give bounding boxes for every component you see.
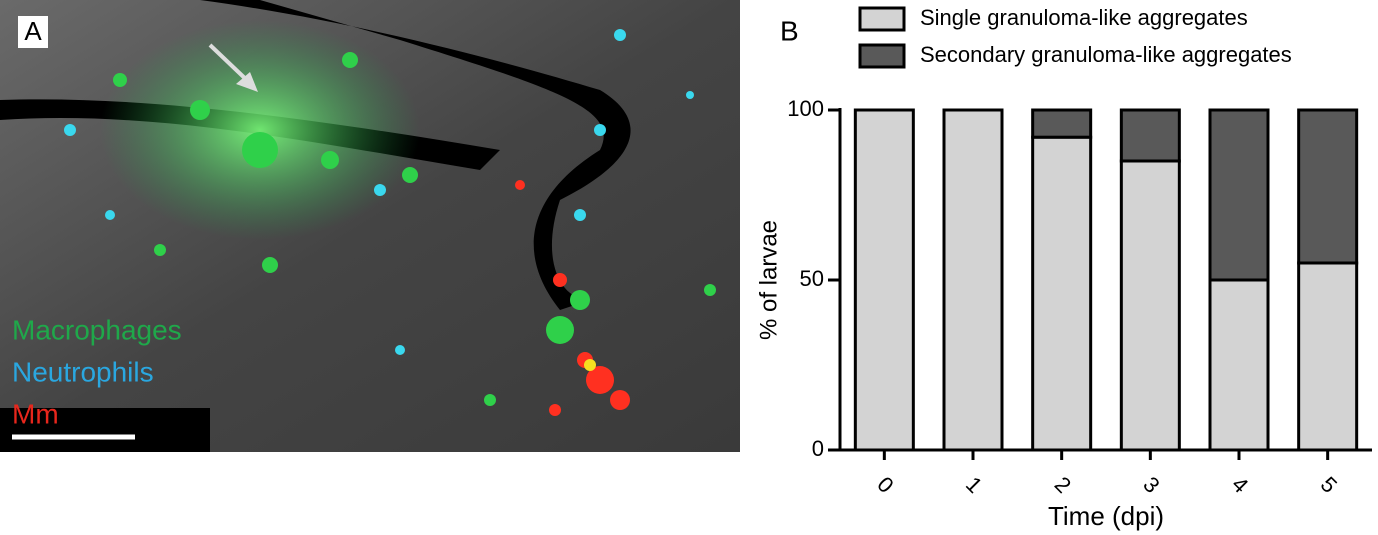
x-axis-label: Time (dpi) bbox=[1048, 501, 1164, 531]
y-tick-label: 50 bbox=[800, 266, 824, 291]
bar-segment bbox=[942, 108, 1004, 452]
y-tick-label: 0 bbox=[812, 436, 824, 461]
panel-label: B bbox=[780, 15, 799, 46]
channel-label: Macrophages bbox=[12, 314, 182, 345]
bar-segment bbox=[1031, 135, 1093, 452]
channel-label: Mm bbox=[12, 398, 59, 429]
bar-segment bbox=[1031, 108, 1093, 139]
x-tick-label: 1 bbox=[961, 472, 987, 498]
legend-label: Single granuloma-like aggregates bbox=[920, 5, 1248, 30]
bar-segment bbox=[1297, 261, 1359, 452]
bar-segment bbox=[1208, 108, 1270, 282]
y-axis-label: % of larvae bbox=[755, 220, 782, 340]
bar-segment bbox=[853, 108, 915, 452]
legend-swatch bbox=[858, 6, 906, 32]
bar-segment bbox=[1208, 278, 1270, 452]
y-tick-label: 100 bbox=[787, 96, 824, 121]
channel-label: Neutrophils bbox=[12, 356, 154, 387]
bar-segment bbox=[1119, 108, 1181, 163]
x-tick-label: 5 bbox=[1316, 472, 1342, 498]
x-tick-label: 2 bbox=[1050, 472, 1076, 498]
legend-label: Secondary granuloma-like aggregates bbox=[920, 42, 1292, 67]
x-tick-label: 3 bbox=[1138, 472, 1164, 498]
bar-segment bbox=[1119, 159, 1181, 452]
bar-segment bbox=[1297, 108, 1359, 265]
panel-label: A bbox=[24, 16, 42, 46]
x-tick-label: 0 bbox=[872, 472, 898, 498]
legend-swatch bbox=[858, 43, 906, 69]
micrograph: A bbox=[0, 0, 740, 452]
x-tick-label: 4 bbox=[1227, 472, 1253, 498]
